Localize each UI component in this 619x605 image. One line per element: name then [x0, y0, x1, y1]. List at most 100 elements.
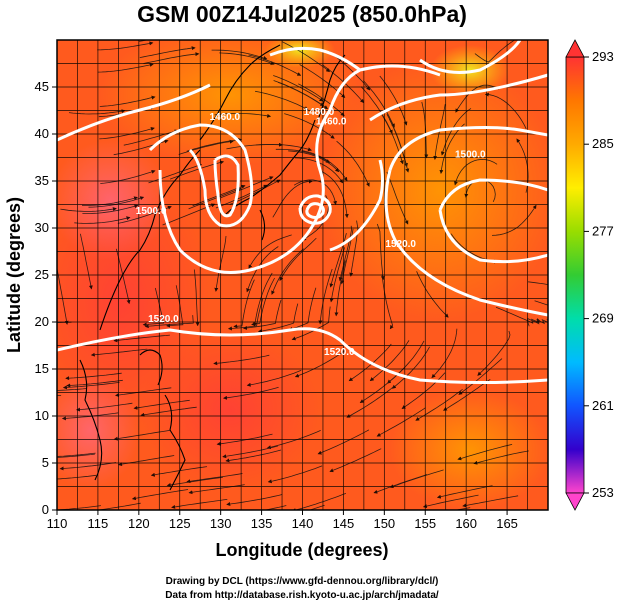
streamline: [453, 158, 498, 186]
y-tick-label: 10: [35, 408, 49, 423]
streamline: [318, 268, 333, 325]
streamline: [62, 382, 120, 390]
streamline: [57, 268, 69, 325]
streamline: [57, 321, 72, 323]
chart-title: GSM 00Z14Jul2025 (850.0hPa): [137, 1, 467, 27]
streamline: [214, 113, 272, 118]
x-tick-label: 155: [414, 516, 436, 531]
streamline: [142, 287, 164, 327]
colorbar: 293 285 277 269 261 253: [565, 39, 614, 511]
y-tick-label: 25: [35, 267, 49, 282]
streamline: [99, 95, 156, 107]
streamline: [246, 369, 302, 387]
streamline: [272, 179, 313, 218]
credit-drawing: Drawing by DCL (https://www.gfd-dennou.o…: [166, 576, 439, 587]
x-tick-label: 140: [292, 516, 314, 531]
contour-label: 1460.0: [316, 117, 347, 128]
streamline: [131, 489, 189, 501]
streamline: [527, 317, 548, 327]
streamline: [213, 354, 270, 366]
colorbar-top-triangle: [565, 39, 585, 58]
x-tick-label: 165: [496, 516, 518, 531]
streamline: [294, 350, 346, 378]
streamline: [186, 473, 243, 484]
streamline: [284, 113, 335, 139]
streamline: [66, 379, 123, 388]
y-tick-label: 0: [42, 502, 49, 517]
contour-label: 1520.0: [148, 314, 179, 325]
streamline: [137, 40, 143, 41]
streamline: [59, 462, 117, 471]
credit-data: Data from http://database.rish.kyoto-u.a…: [165, 590, 439, 601]
contour-label: 1480.0: [304, 107, 335, 118]
streamline: [379, 75, 408, 126]
x-axis-label: Longitude (degrees): [215, 540, 388, 560]
streamline: [222, 445, 278, 459]
streamline: [291, 493, 347, 510]
x-tick-label: 150: [373, 516, 395, 531]
streamline: [248, 234, 292, 269]
streamline: [381, 274, 394, 330]
streamline: [436, 485, 493, 499]
streamline: [171, 499, 228, 509]
x-tick-label: 145: [333, 516, 355, 531]
streamline: [263, 505, 287, 510]
contour-label: 1500.0: [136, 206, 167, 217]
colorbar-tick-label: 293: [592, 49, 614, 64]
streamline: [266, 430, 321, 450]
streamline: [257, 303, 299, 333]
streamline: [233, 279, 255, 329]
streamline: [369, 340, 410, 382]
streamline: [457, 444, 513, 461]
streamline: [139, 46, 196, 58]
streamline: [360, 86, 393, 134]
streamline: [80, 233, 93, 290]
plot-area: 1460.0 1480.01460.01500.01520.01520.01520…: [57, 40, 548, 510]
colorbar-ticks: 293 285 277 269 261 253: [584, 49, 614, 500]
streamline: [225, 449, 282, 463]
streamline: [226, 494, 283, 507]
streamline: [140, 406, 197, 417]
streamline: [178, 139, 234, 155]
streamline: [143, 52, 200, 64]
x-tick-label: 120: [128, 516, 150, 531]
streamline: [57, 474, 97, 480]
streamline: [279, 237, 317, 282]
x-tick-label: 135: [251, 516, 273, 531]
streamline: [462, 495, 519, 508]
streamline: [528, 281, 548, 286]
streamline: [57, 453, 95, 458]
streamline: [329, 247, 345, 303]
streamline: [65, 372, 122, 381]
streamline: [113, 334, 170, 343]
height-contours: [57, 40, 548, 384]
streamline: [220, 176, 274, 199]
streamline: [298, 83, 345, 117]
streamline: [338, 225, 352, 282]
streamline: [144, 315, 194, 329]
colorbar-tick-label: 277: [592, 223, 614, 238]
colorbar-tick-label: 253: [592, 485, 614, 500]
streamline: [148, 163, 203, 184]
streamline: [491, 204, 537, 236]
streamline: [267, 465, 323, 484]
streamline: [97, 41, 154, 51]
streamline: [90, 348, 148, 357]
streamline: [349, 220, 359, 277]
x-tick-label: 130: [210, 516, 232, 531]
streamline: [431, 328, 458, 379]
streamline: [443, 378, 491, 411]
x-tick-label: 125: [169, 516, 191, 531]
streamline: [60, 207, 117, 212]
streamline: [317, 429, 370, 455]
streamline: [81, 196, 138, 206]
streamline: [188, 187, 242, 210]
streamline: [57, 505, 101, 510]
streamline: [401, 372, 446, 409]
streamline: [454, 507, 471, 510]
streamline: [474, 40, 521, 63]
streamline: [229, 179, 281, 205]
y-axis-label: Latitude (degrees): [4, 197, 24, 353]
streamline: [113, 430, 170, 441]
grid-lines: [57, 40, 548, 510]
